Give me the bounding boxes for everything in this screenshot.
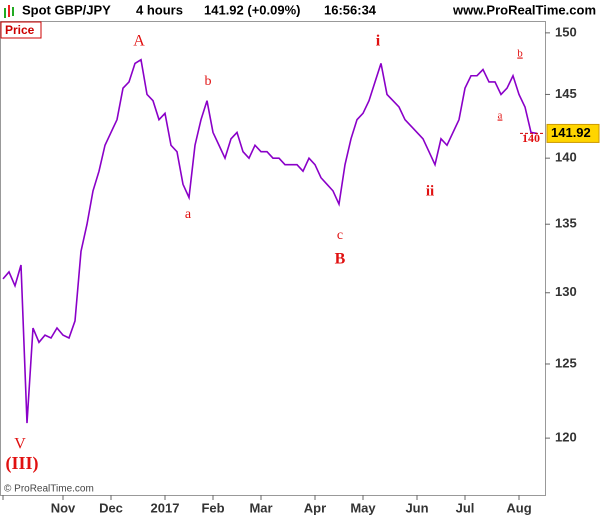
quote: 141.92 (+0.09%)	[204, 2, 300, 17]
x-tick-label: Jun	[405, 500, 428, 515]
y-tick-label: 135	[555, 216, 577, 231]
wave-label: b	[517, 48, 523, 60]
logo	[4, 5, 14, 18]
last-price-tag	[546, 123, 600, 143]
time: 16:56:34	[324, 2, 377, 17]
wave-label: (III)	[5, 453, 38, 474]
copyright: © ProRealTime.com	[4, 484, 94, 495]
wave-label: a	[498, 110, 503, 122]
y-tick-label: 150	[555, 24, 577, 39]
timeframe: 4 hours	[136, 2, 183, 17]
y-tick-label: 125	[555, 355, 577, 370]
last-price-label: 141.92	[551, 125, 591, 140]
wave-label: 140	[522, 131, 540, 145]
wave-label: ii	[426, 183, 434, 199]
y-tick-label: 145	[555, 86, 577, 101]
wave-label: c	[337, 228, 343, 243]
title: Spot GBP/JPY	[22, 2, 111, 17]
panel-label: Price	[5, 23, 35, 37]
wave-label: V	[14, 436, 26, 453]
wave-label: b	[205, 74, 212, 89]
y-tick-label: 130	[555, 284, 577, 299]
y-tick-label: 140	[555, 150, 577, 165]
x-tick-label: Dec	[99, 500, 123, 515]
x-tick-label: May	[350, 500, 376, 515]
plot-frame	[0, 21, 546, 496]
source: www.ProRealTime.com	[452, 2, 596, 17]
wave-label: B	[335, 251, 346, 268]
panel-label-box	[0, 21, 42, 39]
price-line	[2, 58, 538, 424]
x-tick-label: Feb	[201, 500, 224, 515]
x-tick-label: 2017	[151, 500, 180, 515]
wave-label: a	[185, 207, 192, 222]
wave-label: i	[376, 33, 381, 50]
y-tick-label: 120	[555, 430, 577, 445]
x-tick-label: Aug	[506, 500, 531, 515]
x-tick-label: Nov	[51, 500, 76, 515]
x-tick-label: Apr	[304, 500, 326, 515]
wave-label: A	[133, 33, 145, 50]
x-tick-label: Jul	[456, 500, 475, 515]
x-tick-label: Mar	[249, 500, 272, 515]
